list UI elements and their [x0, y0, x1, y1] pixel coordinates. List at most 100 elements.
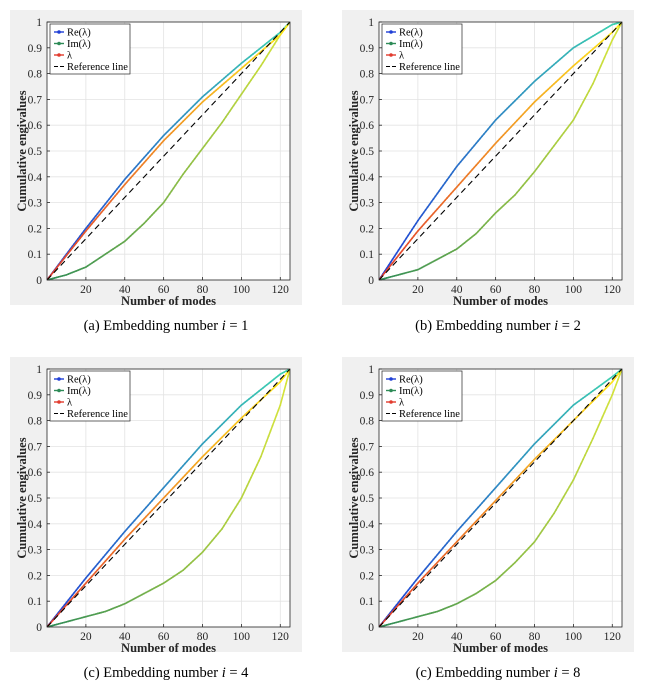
series-point-2 — [81, 586, 83, 589]
series-point-1 — [492, 214, 495, 216]
series-point-1 — [201, 147, 204, 150]
series-point-1 — [566, 489, 569, 491]
series-point-2 — [416, 230, 419, 232]
series-point-2 — [512, 481, 515, 483]
series-point-0 — [597, 31, 600, 34]
series-point-2 — [219, 85, 221, 88]
series-point-1 — [549, 518, 551, 521]
chart-a-svg: 20 40 60 80 100 12000.10.20.30.40.50.60.70.80… — [10, 10, 302, 305]
series-point-1 — [543, 157, 546, 160]
series-point-1 — [147, 218, 149, 221]
series-point-2 — [609, 382, 612, 385]
series-point-1 — [224, 116, 227, 118]
series-point-0 — [436, 553, 439, 556]
series-point-2 — [397, 604, 400, 606]
series-point-0 — [188, 109, 190, 112]
series-point-2 — [182, 120, 184, 123]
series-point-1 — [186, 565, 188, 568]
series-point-2 — [182, 476, 184, 479]
series-point-2 — [415, 232, 417, 235]
series-point-2 — [502, 134, 505, 136]
series-point-1 — [455, 602, 458, 605]
series-point-0 — [162, 134, 165, 137]
series-point-1 — [100, 611, 103, 614]
series-point-2 — [127, 179, 130, 182]
series-point-1 — [428, 612, 431, 615]
series-point-1 — [217, 532, 219, 535]
series-group — [379, 369, 622, 627]
series-point-0 — [267, 40, 270, 43]
series-point-2 — [405, 595, 408, 598]
series-point-2 — [244, 413, 247, 416]
series-group — [47, 22, 290, 280]
legend-label: Re(λ) — [67, 375, 91, 386]
series-point-1 — [127, 600, 130, 603]
series-point-1 — [553, 144, 555, 147]
series-point-0 — [490, 123, 493, 126]
y-tick-label: 0.3 — [360, 198, 375, 210]
series-point-0 — [568, 408, 571, 410]
series-point-1 — [502, 572, 505, 575]
series-point-0 — [244, 59, 247, 62]
series-point-0 — [411, 228, 413, 231]
series-point-0 — [551, 65, 553, 68]
series-point-2 — [65, 254, 68, 257]
series-point-0 — [104, 553, 107, 556]
series-point-0 — [409, 586, 412, 589]
series-point-2 — [518, 117, 520, 120]
series-point-1 — [77, 269, 80, 272]
series-point-1 — [178, 178, 181, 181]
series-point-1 — [473, 234, 476, 237]
series-point-0 — [75, 589, 78, 592]
series-point-0 — [502, 478, 505, 480]
series-point-0 — [549, 67, 551, 69]
series-point-0 — [405, 591, 408, 594]
series-point-2 — [112, 197, 114, 200]
series-point-2 — [395, 257, 398, 259]
series-point-2 — [467, 528, 470, 531]
series-point-2 — [121, 185, 124, 188]
series-point-0 — [430, 200, 433, 203]
series-point-2 — [413, 234, 415, 237]
caption-d-var: i — [553, 665, 558, 681]
series-point-1 — [601, 61, 604, 63]
caption-a-var: i — [221, 318, 226, 334]
series-point-2 — [242, 415, 245, 418]
series-point-1 — [228, 110, 231, 113]
series-point-0 — [96, 212, 99, 215]
series-point-0 — [611, 23, 614, 26]
series-point-1 — [481, 588, 483, 591]
y-tick-label: 0.8 — [28, 416, 43, 428]
series-segment-1 — [262, 446, 266, 452]
series-point-2 — [83, 232, 85, 235]
series-point-1 — [168, 193, 171, 195]
series-point-2 — [178, 480, 181, 483]
series-point-2 — [568, 423, 571, 426]
series-point-0 — [215, 429, 218, 432]
series-point-1 — [607, 47, 610, 50]
series-point-0 — [490, 491, 493, 493]
series-point-2 — [547, 444, 550, 447]
series-point-1 — [199, 150, 202, 152]
series-point-0 — [285, 370, 288, 372]
series-point-1 — [450, 605, 452, 608]
series-point-0 — [496, 484, 499, 487]
series-point-1 — [516, 559, 518, 562]
series-point-1 — [473, 593, 476, 596]
series-point-0 — [531, 82, 534, 85]
series-point-2 — [562, 73, 565, 76]
series-point-2 — [147, 513, 149, 516]
series-point-2 — [529, 105, 532, 108]
series-point-0 — [514, 99, 516, 102]
series-point-1 — [558, 137, 561, 140]
series-point-0 — [479, 137, 481, 140]
series-point-2 — [57, 612, 60, 615]
chart-b-svg: 20 40 60 80 100 12000.10.20.30.40.50.60.70.80… — [342, 10, 634, 305]
series-point-1 — [51, 277, 54, 280]
series-point-0 — [230, 413, 233, 416]
series-point-1 — [498, 208, 501, 211]
series-point-1 — [215, 535, 218, 537]
series-point-0 — [574, 45, 577, 48]
series-point-0 — [119, 535, 122, 538]
series-point-0 — [256, 49, 258, 52]
